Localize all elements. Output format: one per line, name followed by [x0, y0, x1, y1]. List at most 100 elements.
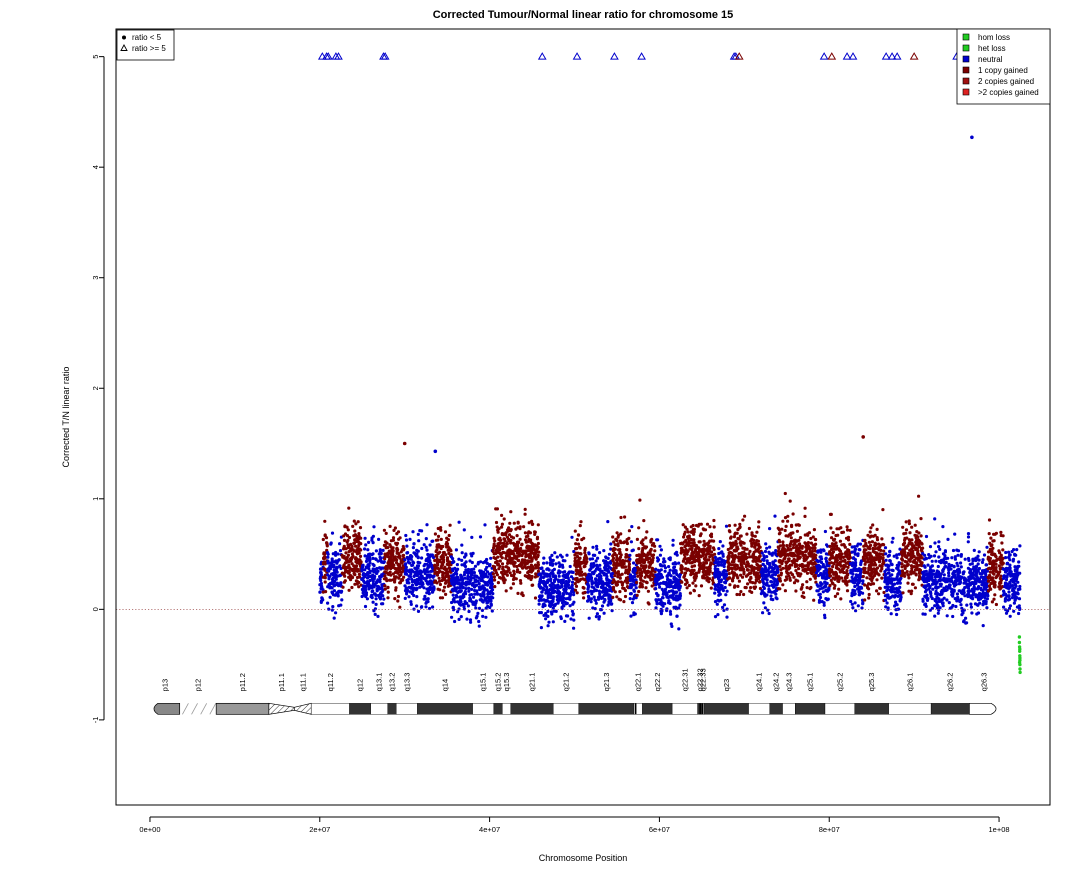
data-point [412, 542, 416, 546]
data-point [720, 550, 724, 554]
data-point [767, 587, 771, 591]
data-point [674, 571, 678, 575]
data-point [818, 595, 823, 600]
data-point [598, 563, 602, 567]
data-point [826, 597, 830, 601]
data-point [372, 563, 376, 568]
data-point [321, 537, 325, 542]
data-point [887, 568, 891, 572]
data-point [831, 576, 835, 580]
data-point [821, 548, 826, 552]
data-point [642, 519, 646, 523]
data-point [489, 598, 493, 602]
data-point [859, 585, 863, 589]
data-point [655, 599, 659, 604]
data-point [413, 566, 417, 570]
data-point [891, 536, 895, 540]
data-point [516, 568, 520, 572]
data-point [671, 538, 675, 542]
data-point [559, 598, 563, 602]
data-point [803, 506, 807, 510]
data-point [381, 588, 385, 592]
data-point [791, 512, 795, 516]
data-point [742, 559, 746, 563]
data-point [383, 584, 387, 588]
data-point [717, 582, 721, 586]
data-point [809, 541, 814, 545]
data-point [794, 578, 798, 582]
data-point [341, 555, 345, 559]
data-point [358, 575, 362, 579]
data-point [467, 586, 471, 590]
data-point [807, 531, 812, 535]
data-point [539, 566, 543, 571]
data-point [653, 549, 657, 553]
data-point [502, 537, 507, 541]
data-point [542, 579, 546, 583]
data-point [722, 603, 727, 607]
data-point [538, 572, 542, 576]
data-point [718, 586, 722, 590]
data-point [689, 573, 693, 577]
data-point [475, 614, 479, 618]
data-point [602, 593, 606, 597]
data-point [419, 605, 423, 609]
data-point [622, 541, 626, 545]
data-point [860, 606, 864, 610]
data-point [591, 606, 595, 610]
data-point [605, 583, 610, 587]
data-point [816, 550, 820, 554]
data-point [363, 536, 367, 540]
data-point [623, 588, 628, 593]
data-point [680, 546, 684, 551]
data-point [634, 586, 638, 590]
data-point [525, 553, 529, 557]
data-point [781, 546, 785, 550]
data-point [817, 598, 822, 603]
data-point [526, 540, 530, 544]
data-point [907, 519, 911, 523]
data-point [721, 588, 726, 593]
data-point [637, 526, 641, 530]
data-point [889, 595, 893, 599]
data-point [697, 547, 701, 551]
data-point [597, 615, 602, 619]
data-point [344, 551, 348, 555]
data-point [908, 531, 912, 535]
data-point [896, 588, 900, 592]
data-point [383, 557, 387, 561]
data-point [650, 537, 654, 541]
data-point [833, 594, 838, 599]
data-point [396, 599, 400, 603]
data-point [900, 562, 904, 566]
data-point [383, 574, 387, 578]
data-point [422, 564, 426, 568]
data-point [759, 592, 764, 596]
data-point [346, 553, 350, 557]
data-point [479, 578, 483, 583]
data-point [667, 565, 671, 569]
data-point [515, 534, 519, 538]
data-point [527, 537, 531, 541]
data-point [718, 592, 722, 596]
data-point [500, 513, 504, 518]
data-point [746, 568, 750, 572]
data-point [477, 582, 481, 586]
data-point [691, 581, 695, 585]
data-point [569, 617, 573, 621]
data-point [450, 567, 454, 571]
data-point [861, 574, 865, 579]
data-point [827, 571, 832, 575]
data-point [567, 580, 571, 584]
data-point [509, 561, 513, 565]
data-point [829, 578, 833, 583]
data-point [639, 584, 643, 588]
data-point [734, 564, 738, 568]
data-point [597, 568, 601, 572]
data-point [791, 546, 796, 550]
data-point [319, 599, 323, 603]
data-point [469, 568, 473, 572]
data-point [445, 562, 449, 567]
data-point [832, 547, 836, 551]
data-point [650, 584, 654, 588]
